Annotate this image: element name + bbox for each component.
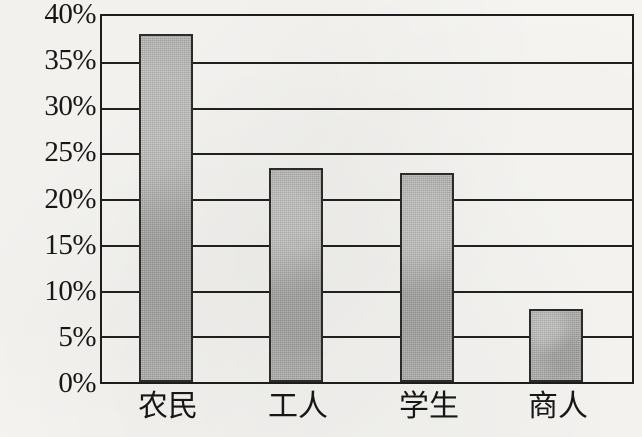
bar-gongren xyxy=(269,167,323,382)
gridline-25 xyxy=(102,153,632,156)
x-label-shangren: 商人 xyxy=(528,389,588,424)
y-tick-label-20: 20% xyxy=(44,183,96,215)
bar-shangren xyxy=(529,308,583,382)
gridline-10 xyxy=(102,290,632,293)
y-tick-label-35: 35% xyxy=(44,44,96,76)
y-axis-labels: 40% 35% 30% 25% 20% 15% 10% 5% 0% xyxy=(0,0,96,437)
y-tick-label-0: 0% xyxy=(58,367,96,399)
gridline-35 xyxy=(102,61,632,64)
gridline-30 xyxy=(102,107,632,110)
y-tick-label-15: 15% xyxy=(44,229,96,261)
plot-area xyxy=(100,14,634,384)
gridline-5 xyxy=(102,336,632,339)
bar-nongmin xyxy=(139,34,193,382)
x-label-xuesheng: 学生 xyxy=(399,389,459,424)
bar-xuesheng xyxy=(400,173,454,382)
x-label-nongmin: 农民 xyxy=(138,389,198,424)
y-tick-label-5: 5% xyxy=(58,321,96,353)
y-tick-label-30: 30% xyxy=(44,90,96,122)
y-tick-label-10: 10% xyxy=(44,275,96,307)
y-tick-label-40: 40% xyxy=(44,0,96,30)
gridline-20 xyxy=(102,199,632,201)
x-label-gongren: 工人 xyxy=(268,389,328,424)
y-tick-label-25: 25% xyxy=(44,136,96,168)
gridline-15 xyxy=(102,244,632,247)
